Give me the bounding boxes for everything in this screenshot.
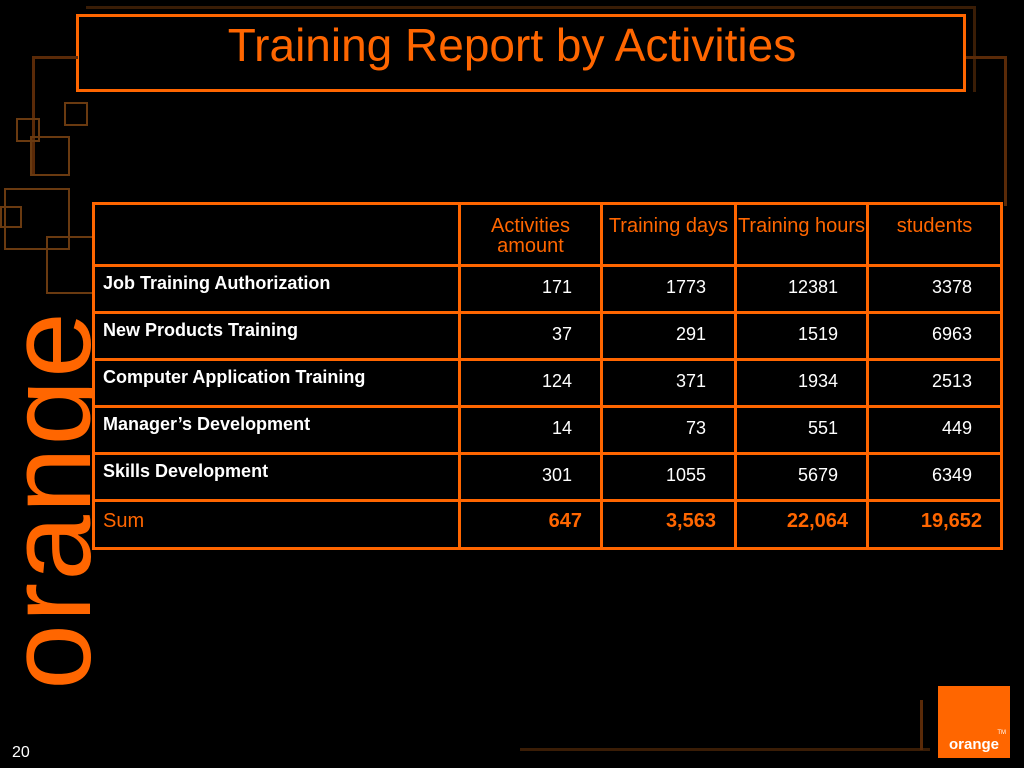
cell-students: 6963 xyxy=(866,311,1003,361)
cell-activities: 37 xyxy=(458,311,603,361)
header-students: students xyxy=(866,202,1003,267)
row-label: Computer Application Training xyxy=(92,358,461,408)
row-label: Manager’s Development xyxy=(92,405,461,455)
cell-hours: 551 xyxy=(734,405,869,455)
header-training-days: Training days xyxy=(600,202,737,267)
header-row: Activities amount Training days Training… xyxy=(92,202,1003,267)
decorative-square xyxy=(16,118,40,142)
logo-text: orange xyxy=(948,736,999,753)
decorative-square xyxy=(4,188,70,250)
header-activities-amount: Activities amount xyxy=(458,202,603,267)
sum-label: Sum xyxy=(92,499,461,550)
cell-days: 1055 xyxy=(600,452,737,502)
cell-students: 3378 xyxy=(866,264,1003,314)
row-label: Skills Development xyxy=(92,452,461,502)
sum-hours: 22,064 xyxy=(734,499,869,550)
cell-activities: 171 xyxy=(458,264,603,314)
sum-row: Sum 647 3,563 22,064 19,652 xyxy=(92,499,1003,550)
cell-activities: 124 xyxy=(458,358,603,408)
table-row: Job Training Authorization 171 1773 1238… xyxy=(92,264,1003,314)
cell-students: 449 xyxy=(866,405,1003,455)
cell-days: 371 xyxy=(600,358,737,408)
right-frame-line xyxy=(1004,56,1007,206)
cell-hours: 12381 xyxy=(734,264,869,314)
table-row: Manager’s Development 14 73 551 449 xyxy=(92,405,1003,455)
page-number: 20 xyxy=(12,744,30,761)
bottom-frame-line xyxy=(520,748,930,751)
table-row: New Products Training 37 291 1519 6963 xyxy=(92,311,1003,361)
left-frame-line-top xyxy=(32,56,78,59)
sum-days: 3,563 xyxy=(600,499,737,550)
orange-logo: TM orange xyxy=(938,686,1010,758)
sum-activities: 647 xyxy=(458,499,603,550)
title-frame-shadow xyxy=(86,6,976,92)
table-row: Skills Development 301 1055 5679 6349 xyxy=(92,452,1003,502)
header-training-hours: Training hours xyxy=(734,202,869,267)
cell-students: 6349 xyxy=(866,452,1003,502)
cell-hours: 1934 xyxy=(734,358,869,408)
cell-days: 1773 xyxy=(600,264,737,314)
row-label: Job Training Authorization xyxy=(92,264,461,314)
header-cell xyxy=(92,202,461,267)
page-title: Training Report by Activities xyxy=(227,19,797,71)
bottom-right-frame xyxy=(920,700,923,750)
sum-students: 19,652 xyxy=(866,499,1003,550)
right-frame-top xyxy=(966,56,1006,59)
cell-activities: 14 xyxy=(458,405,603,455)
decorative-square xyxy=(30,136,70,176)
table-row: Computer Application Training 124 371 19… xyxy=(92,358,1003,408)
row-label: New Products Training xyxy=(92,311,461,361)
cell-hours: 1519 xyxy=(734,311,869,361)
cell-days: 73 xyxy=(600,405,737,455)
cell-activities: 301 xyxy=(458,452,603,502)
decorative-square xyxy=(64,102,88,126)
cell-students: 2513 xyxy=(866,358,1003,408)
decorative-square xyxy=(0,206,22,228)
cell-hours: 5679 xyxy=(734,452,869,502)
training-table: Activities amount Training days Training… xyxy=(92,202,1003,550)
cell-days: 291 xyxy=(600,311,737,361)
logo-trademark: TM xyxy=(997,730,1006,736)
left-frame-line xyxy=(32,56,35,176)
title-frame xyxy=(76,14,966,92)
